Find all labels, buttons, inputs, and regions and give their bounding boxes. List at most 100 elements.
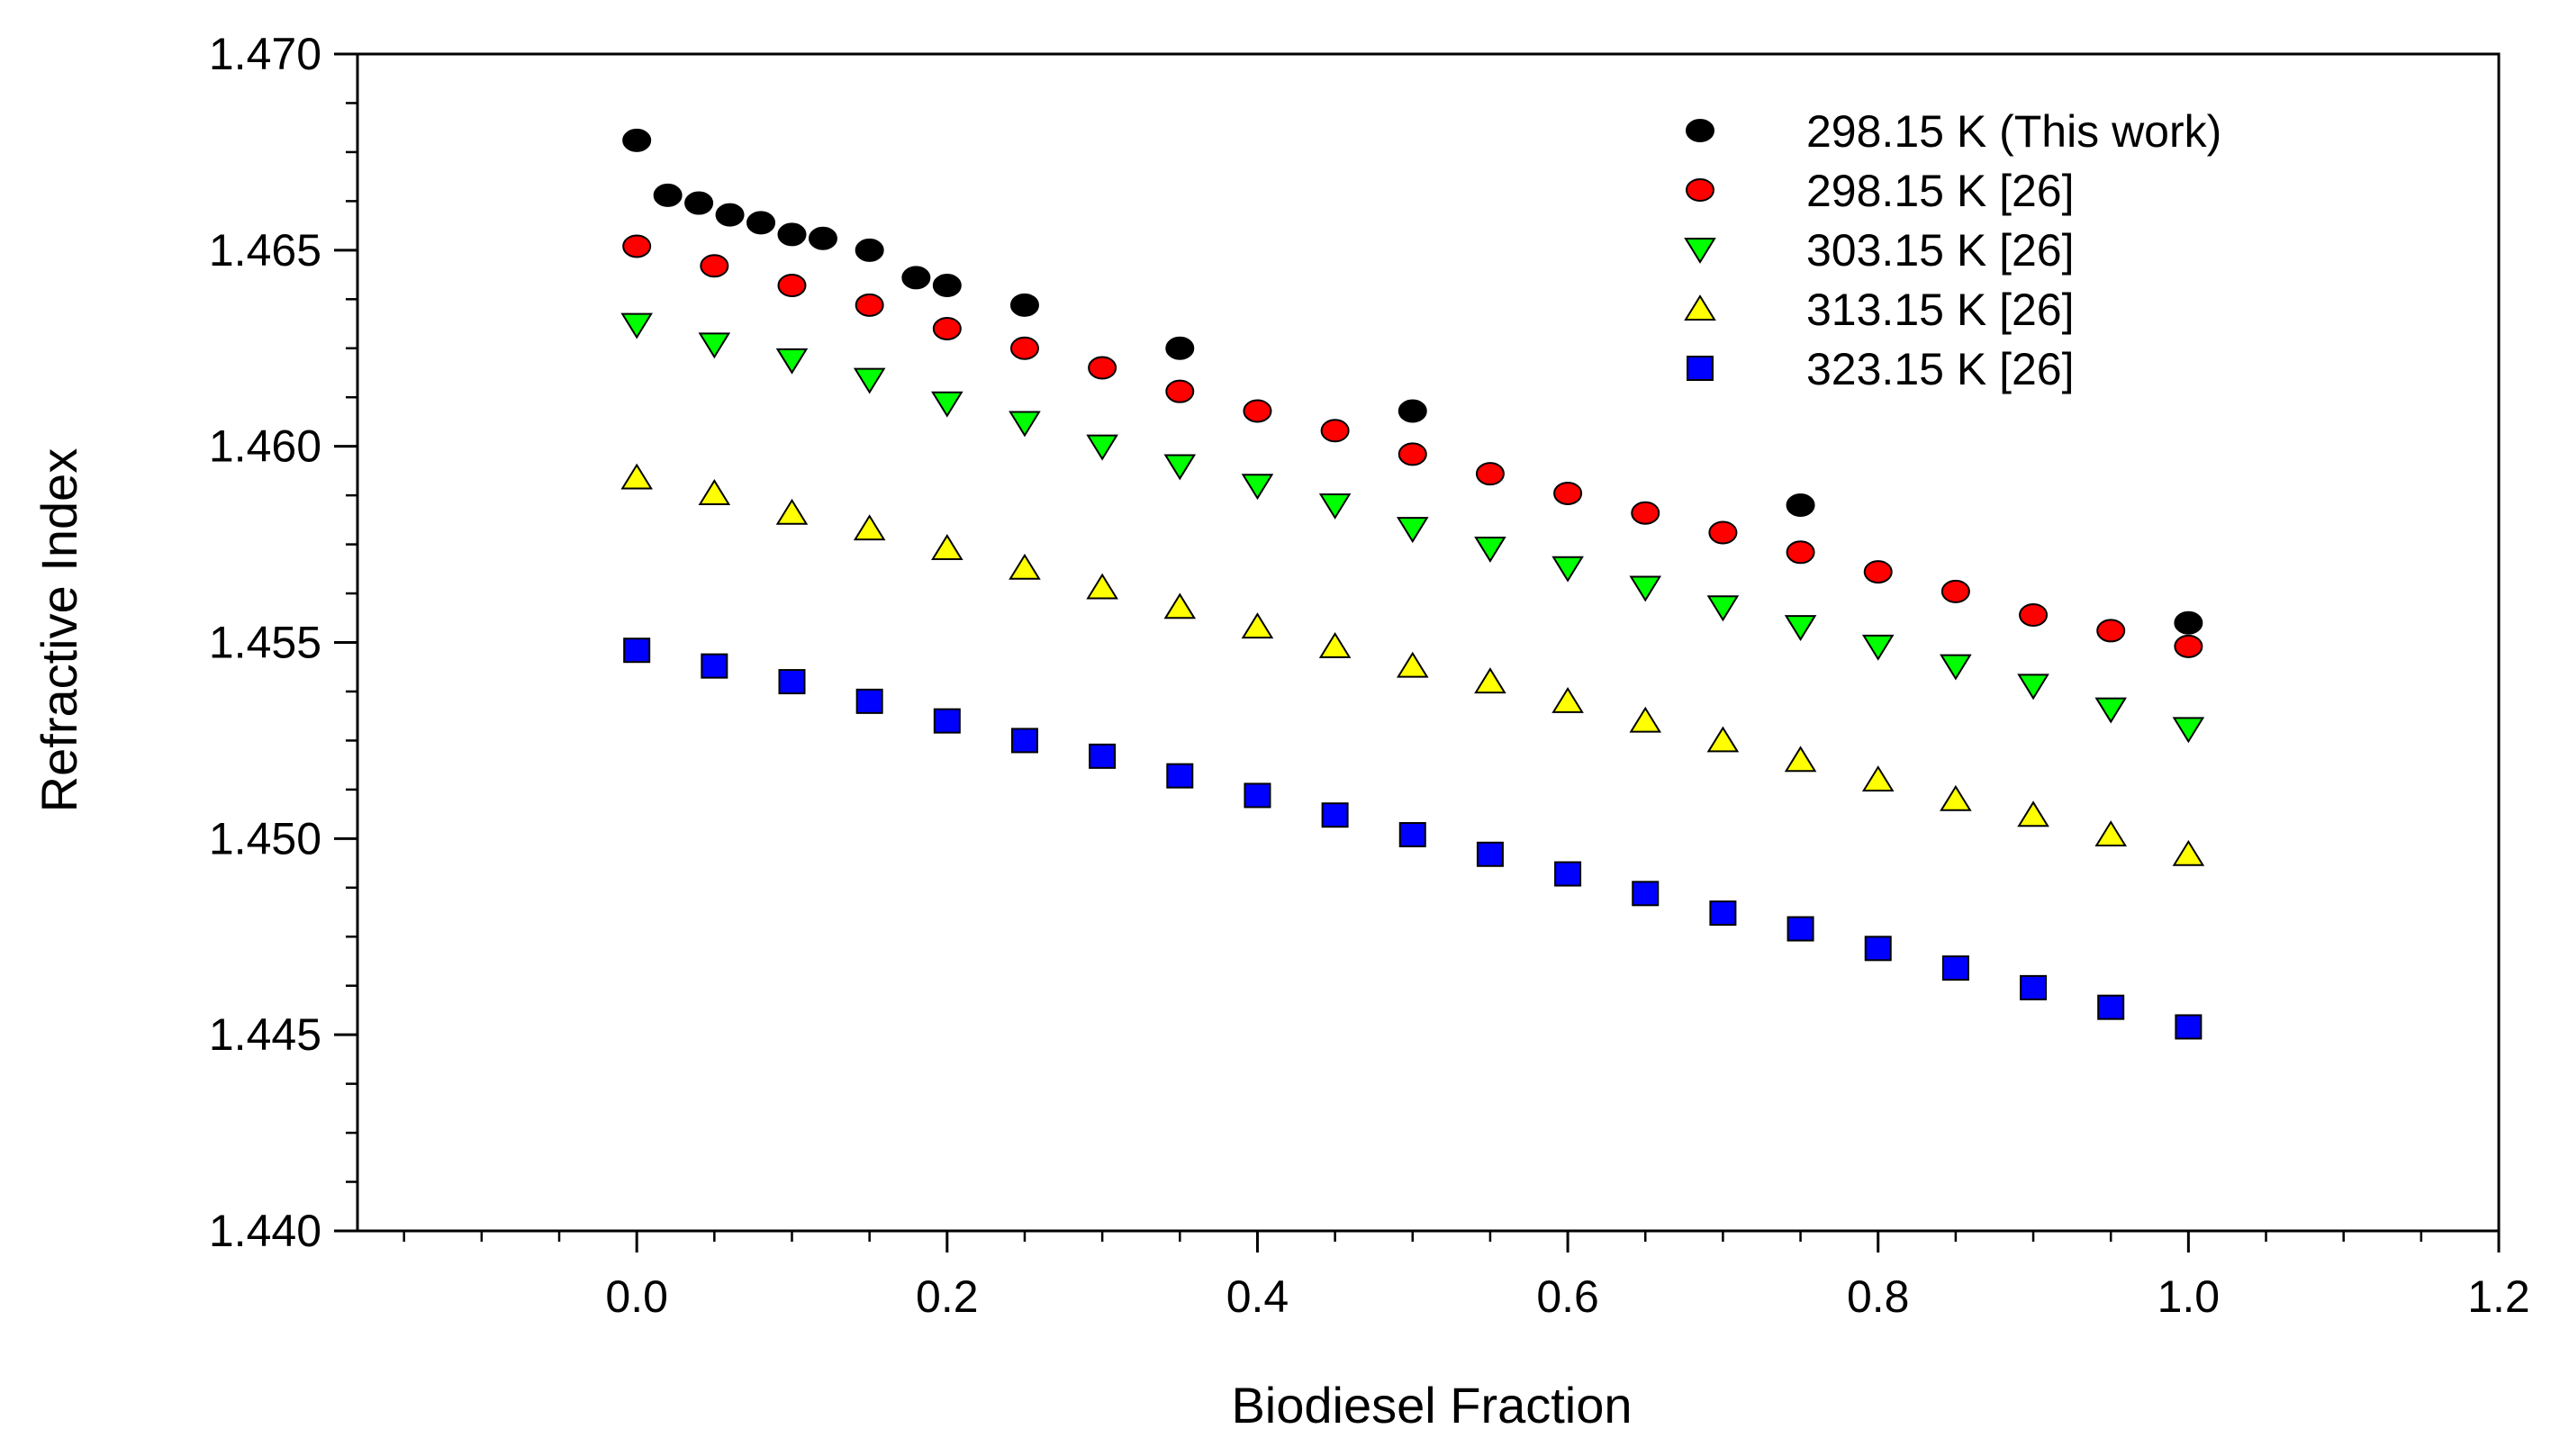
data-point — [1553, 481, 1583, 505]
data-point — [2020, 974, 2048, 1000]
data-point — [1940, 654, 1972, 681]
data-point — [1631, 501, 1660, 525]
x-tick-label: 1.2 — [2467, 1271, 2530, 1322]
data-point — [932, 274, 962, 298]
data-point — [2017, 674, 2049, 701]
data-point — [1318, 631, 1352, 658]
legend-label: 303.15 K [26] — [1806, 225, 2074, 276]
data-point — [1786, 493, 1815, 518]
data-point — [1864, 936, 1892, 962]
data-point — [1629, 575, 1662, 602]
data-point — [1010, 728, 1038, 754]
data-point — [932, 316, 962, 340]
legend-label: 313.15 K [26] — [1806, 285, 2074, 335]
data-point — [1398, 442, 1427, 466]
data-point — [1861, 634, 1895, 661]
data-point — [1165, 336, 1195, 360]
legend-label: 298.15 K [26] — [1806, 166, 2074, 216]
data-point — [933, 708, 961, 734]
data-point — [698, 479, 731, 505]
data-point — [901, 266, 931, 290]
data-point — [1318, 493, 1352, 520]
data-point — [1709, 900, 1737, 927]
y-tick-label: 1.465 — [209, 225, 321, 276]
data-point — [1009, 553, 1041, 580]
data-point — [1163, 454, 1197, 481]
data-point — [1009, 411, 1041, 438]
y-tick-label: 1.455 — [209, 618, 321, 668]
x-axis-title: Biodiesel Fraction — [1231, 1377, 1632, 1433]
y-tick-label: 1.470 — [209, 29, 321, 79]
data-point — [2097, 994, 2125, 1020]
data-point — [2172, 839, 2205, 866]
x-tick-label: 0.6 — [1536, 1271, 1599, 1322]
legend-marker — [1686, 119, 1714, 142]
data-point — [746, 211, 776, 235]
legend-marker — [1684, 238, 1716, 264]
data-point — [701, 653, 728, 679]
data-point — [1551, 556, 1584, 583]
data-point — [1708, 520, 1738, 545]
data-point — [1009, 336, 1039, 360]
data-point — [1241, 474, 1274, 501]
data-point — [1086, 434, 1118, 461]
data-point — [853, 367, 886, 394]
legend-marker — [1684, 294, 1716, 321]
data-point — [2174, 610, 2203, 635]
data-point — [2096, 619, 2126, 643]
data-point — [855, 238, 884, 262]
data-point — [2094, 820, 2127, 846]
data-point — [1941, 955, 1969, 981]
axis-ticks: 1.440 1.445 1.450 1.455 1.460 1.465 1.470 0.0 0.… — [209, 29, 2530, 1322]
data-point — [1320, 419, 1350, 443]
data-point — [2175, 1014, 2203, 1040]
x-tick-label: 0.4 — [1226, 1271, 1289, 1322]
data-point — [1632, 881, 1660, 907]
legend-marker — [1686, 178, 1714, 202]
data-point — [2019, 603, 2049, 628]
data-point — [931, 534, 963, 560]
data-point — [1009, 293, 1039, 317]
data-point — [2017, 800, 2049, 827]
x-tick-label: 0.8 — [1847, 1271, 1910, 1322]
data-point — [698, 332, 731, 359]
y-tick-label: 1.440 — [209, 1206, 321, 1256]
data-point — [1089, 743, 1117, 769]
data-point — [684, 191, 714, 215]
data-point — [853, 514, 886, 541]
data-point — [1554, 861, 1582, 887]
data-point — [1088, 356, 1117, 380]
data-point — [715, 203, 745, 227]
data-point — [623, 638, 651, 664]
data-point — [1787, 916, 1814, 942]
data-point — [1243, 399, 1272, 423]
legend-marker — [1687, 356, 1714, 381]
data-point — [622, 128, 652, 152]
data-point — [855, 688, 883, 714]
data-point — [1474, 667, 1506, 694]
data-point — [1863, 560, 1893, 584]
data-point — [1861, 765, 1895, 791]
data-point — [1784, 746, 1817, 773]
y-tick-label: 1.450 — [209, 813, 321, 864]
data-point — [1551, 686, 1584, 713]
data-point — [777, 274, 807, 298]
data-point — [808, 226, 837, 250]
data-point — [1241, 612, 1274, 639]
data-point — [778, 669, 806, 695]
data-point — [1398, 821, 1426, 847]
data-point — [855, 293, 884, 317]
data-point — [1786, 540, 1815, 565]
data-point — [1244, 782, 1271, 809]
data-point — [653, 183, 683, 207]
data-point — [931, 391, 963, 418]
data-point — [1165, 379, 1195, 403]
data-point — [1784, 615, 1817, 641]
x-tick-label: 0.2 — [916, 1271, 979, 1322]
data-point — [1396, 517, 1429, 544]
data-point — [1474, 536, 1506, 563]
y-tick-label: 1.445 — [209, 1009, 321, 1060]
data-point — [2174, 634, 2203, 658]
legend: 298.15 K (This work) 298.15 K [26] 303.15 … — [1684, 106, 2221, 394]
